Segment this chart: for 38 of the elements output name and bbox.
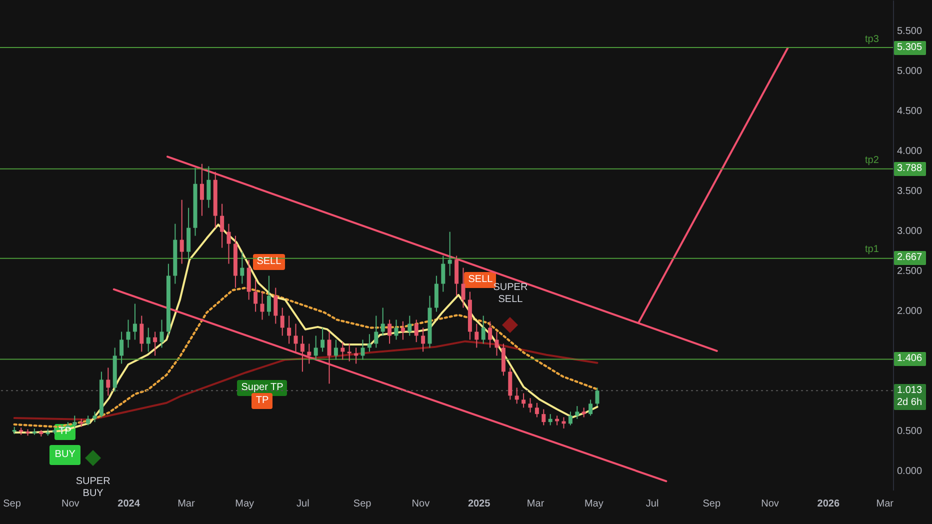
y-tick-label: 3.788 <box>897 162 922 175</box>
x-tick-label: May <box>235 498 254 510</box>
y-tick-label: 5.305 <box>897 42 922 54</box>
y-tick-label: 3.500 <box>897 186 922 198</box>
annotation: SELL <box>468 274 493 285</box>
x-tick-label: 2024 <box>118 498 140 510</box>
annotation: SUPER BUY <box>76 476 110 500</box>
ref-line-label: tp3 <box>865 34 879 46</box>
ref-line-label: 2d 6h <box>897 396 922 409</box>
x-tick-label: Sep <box>702 498 721 510</box>
x-tick-label: May <box>584 498 604 510</box>
y-tick-label: 0.000 <box>897 466 922 478</box>
y-tick-label: 3.000 <box>897 226 922 238</box>
x-tick-label: Sep <box>3 498 22 510</box>
x-tick-label: Nov <box>761 498 779 510</box>
x-tick-label: Nov <box>412 498 430 510</box>
x-tick-label: Jul <box>296 498 310 510</box>
x-tick-label: Jul <box>646 498 659 510</box>
y-tick-label: 4.000 <box>897 146 922 158</box>
ref-line-label: tp1 <box>865 244 879 256</box>
y-tick-label: 5.500 <box>897 26 922 38</box>
y-tick-label: 1.013 <box>897 384 922 397</box>
y-tick-label: 5.000 <box>897 66 922 78</box>
y-tick-label: 1.406 <box>897 353 922 366</box>
y-tick-label: 4.500 <box>897 106 922 118</box>
ref-line-label: tp2 <box>865 154 879 167</box>
y-tick-label: 2.667 <box>897 252 922 264</box>
x-tick-label: 2025 <box>468 498 491 510</box>
x-tick-label: 2026 <box>817 498 840 510</box>
y-tick-label: 2.000 <box>897 306 922 318</box>
x-tick-label: Sep <box>353 498 372 510</box>
x-tick-label: Mar <box>876 498 894 510</box>
y-tick-label: 2.500 <box>897 266 922 278</box>
x-tick-label: Mar <box>526 498 545 510</box>
annotation: SUPER SELL <box>493 282 528 306</box>
x-tick-label: Mar <box>178 498 196 510</box>
y-tick-label: 0.500 <box>897 426 922 438</box>
x-tick-label: Nov <box>61 498 80 510</box>
